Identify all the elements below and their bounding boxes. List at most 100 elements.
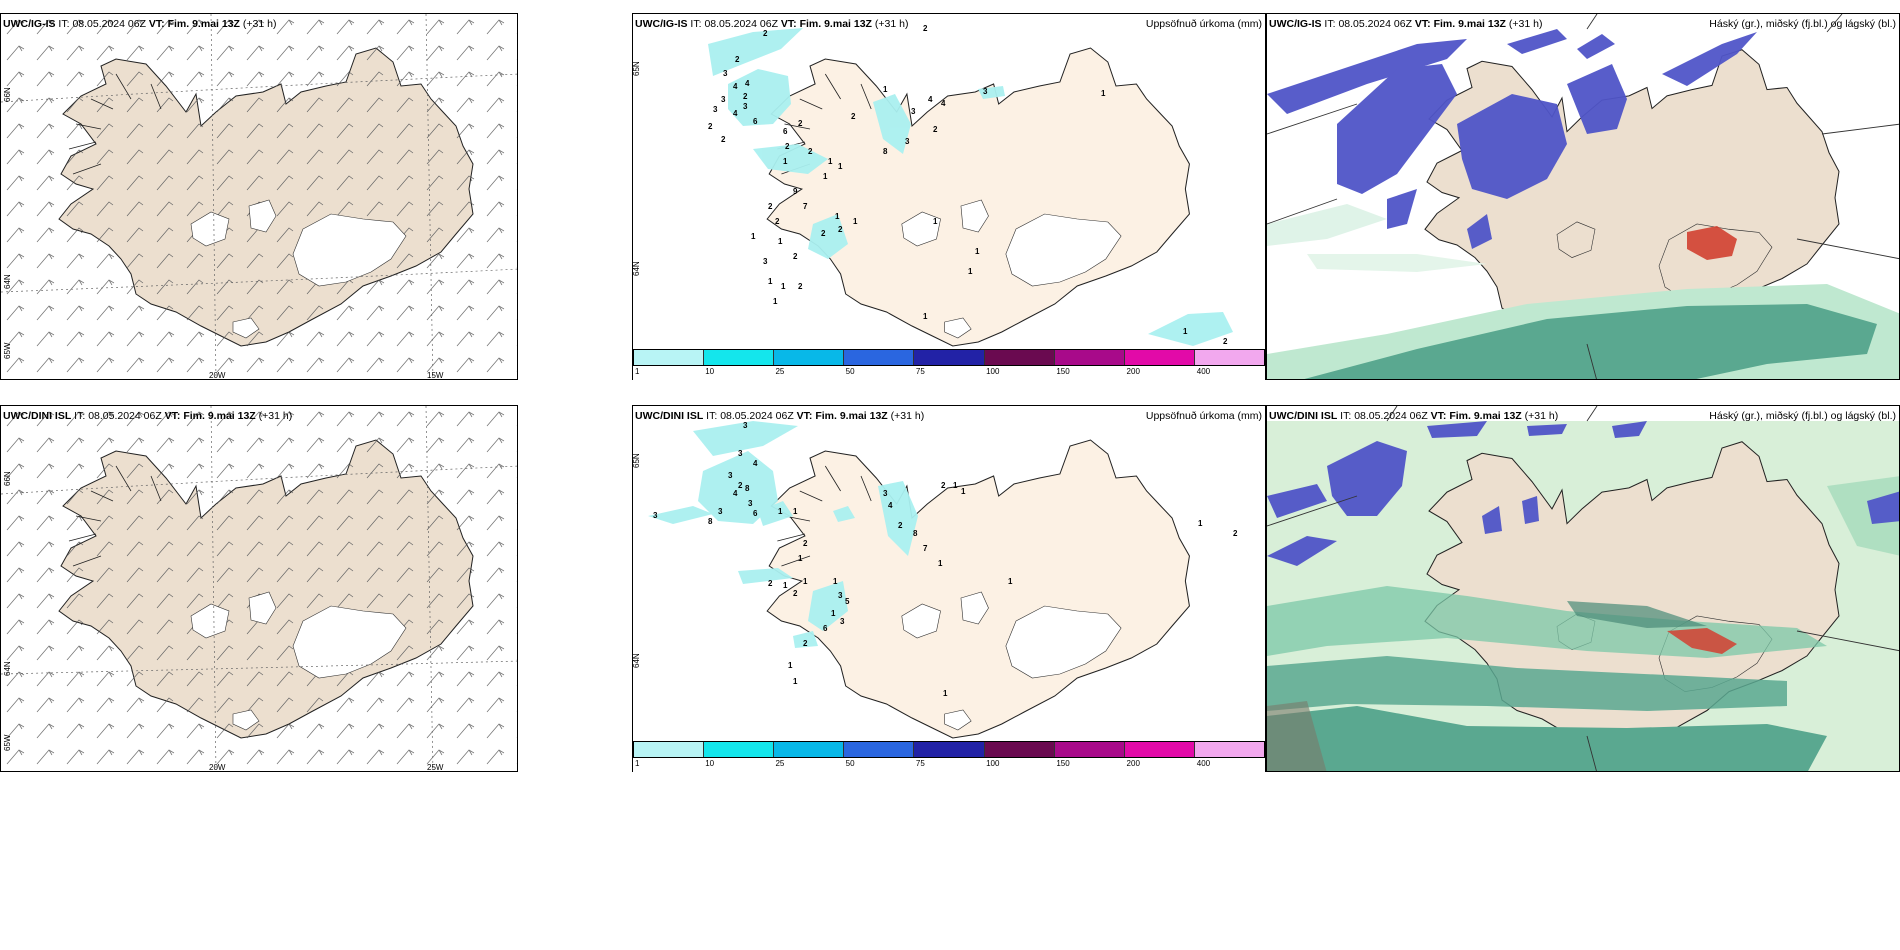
lat-label: 64N <box>3 274 12 289</box>
precip-panel-1: UWC/IG-IS IT: 08.05.2024 06Z VT: Fim. 9.… <box>632 13 1266 380</box>
lead-time: (+31 h) <box>242 18 277 30</box>
cloud-map-2 <box>1267 406 1899 771</box>
precip-value-label: 8 <box>883 147 888 156</box>
iceland-land <box>766 47 1190 347</box>
vt-value: Fim. 9.mai 13Z <box>815 410 888 422</box>
precip-value-label: 5 <box>845 597 850 606</box>
vt-label: VT: <box>164 410 181 422</box>
precip-value-label: 4 <box>753 459 758 468</box>
precip-value-label: 2 <box>923 24 928 33</box>
colorbar-tick: 50 <box>845 367 855 376</box>
colorbar-swatch <box>984 350 1055 365</box>
precip-value-label: 7 <box>923 544 928 553</box>
precip-value-label: 2 <box>808 147 813 156</box>
precip-value-label: 1 <box>793 507 798 516</box>
it-label: IT: <box>58 18 70 30</box>
cloud-title: Háský (gr.), miðský (fj.bl.) og lágský (… <box>1709 18 1896 30</box>
precip-value-label: 7 <box>803 202 808 211</box>
lat-label: 65W <box>3 342 12 359</box>
precip-value-label: 6 <box>753 509 758 518</box>
boundary-lines <box>1267 14 1899 379</box>
precip-value-label: 3 <box>738 449 743 458</box>
vt-value: Fim. 9.mai 13Z <box>799 18 872 30</box>
colorbar-swatch <box>1054 742 1125 757</box>
colorbar-swatch <box>1054 350 1125 365</box>
colorbar-swatch <box>914 350 985 365</box>
precip-value-label: 3 <box>718 507 723 516</box>
precip-value-label: 1 <box>783 581 788 590</box>
it-label: IT: <box>74 410 86 422</box>
precip-value-label: 4 <box>733 489 738 498</box>
precip-value-label: 1 <box>831 609 836 618</box>
graticule <box>1 14 517 379</box>
high-clouds <box>1267 29 1757 249</box>
lat-label: 66N <box>3 471 12 486</box>
precip-value-label: 1 <box>781 282 786 291</box>
precip-value-label: 1 <box>768 277 773 286</box>
colorbar-tick: 25 <box>775 367 785 376</box>
model-name: UWC/IG-IS <box>635 18 688 30</box>
colorbar-swatch <box>1124 350 1195 365</box>
precip-value-label: 8 <box>913 529 918 538</box>
precip-panel-2-header: UWC/DINI ISL IT: 08.05.2024 06Z VT: Fim.… <box>635 410 924 422</box>
vt-value: Fim. 9.mai 13Z <box>1433 18 1506 30</box>
precip-value-label: 1 <box>933 217 938 226</box>
colorbar-tick: 10 <box>705 367 715 376</box>
precip-value-label: 4 <box>733 109 738 118</box>
precip-value-label: 2 <box>851 112 856 121</box>
cloud-panel-1-header: UWC/IG-IS IT: 08.05.2024 06Z VT: Fim. 9.… <box>1269 18 1542 30</box>
precip-value-label: 3 <box>905 137 910 146</box>
precip-colorbar-2: 1 10 25 50 75 100 150 200 400 <box>633 741 1265 771</box>
precip-value-label: 2 <box>708 122 713 131</box>
precip-value-label: 1 <box>778 237 783 246</box>
precip-value-label: 3 <box>713 105 718 114</box>
lon-label: 15W <box>427 371 444 380</box>
it-value: 08.05.2024 06Z <box>72 18 146 30</box>
precip-value-label: 1 <box>1101 89 1106 98</box>
colorbar-tick: 50 <box>845 759 855 768</box>
colorbar-swatch <box>634 742 705 757</box>
vt-label: VT: <box>780 18 797 30</box>
red-cloud-area <box>1687 226 1737 260</box>
lat-label: 65N <box>632 453 641 468</box>
colorbar-tick: 150 <box>1056 367 1070 376</box>
precip-value-label: 1 <box>793 677 798 686</box>
precip-value-label: 3 <box>653 511 658 520</box>
precip-value-label: 2 <box>793 252 798 261</box>
precip-value-label: 2 <box>768 202 773 211</box>
it-value: 08.05.2024 06Z <box>88 410 162 422</box>
wind-panel-1-header: UWC/IG-IS IT: 08.05.2024 06Z VT: Fim. 9.… <box>3 18 276 30</box>
precip-value-label: 3 <box>721 95 726 104</box>
precip-value-label: 1 <box>833 577 838 586</box>
vt-label: VT: <box>148 18 165 30</box>
precip-colorbar-1: 1 10 25 50 75 100 150 200 400 <box>633 349 1265 379</box>
colorbar-tick: 75 <box>915 367 925 376</box>
lead-time: (+31 h) <box>1524 410 1559 422</box>
it-label: IT: <box>690 18 702 30</box>
vt-value: Fim. 9.mai 13Z <box>183 410 256 422</box>
vt-value: Fim. 9.mai 13Z <box>167 18 240 30</box>
high-clouds <box>1267 421 1899 566</box>
precip-value-label: 1 <box>961 487 966 496</box>
precip-value-label: 1 <box>1198 519 1203 528</box>
lead-time: (+31 h) <box>874 18 909 30</box>
precip-value-label: 2 <box>738 481 743 490</box>
colorbar-tick: 75 <box>915 759 925 768</box>
colorbar-tick: 10 <box>705 759 715 768</box>
precip-panel-2: UWC/DINI ISL IT: 08.05.2024 06Z VT: Fim.… <box>632 405 1266 772</box>
precip-value-label: 2 <box>763 29 768 38</box>
precip-value-label: 1 <box>883 85 888 94</box>
precip-value-label: 1 <box>823 172 828 181</box>
precip-value-label: 1 <box>938 559 943 568</box>
precip-value-label: 1 <box>953 481 958 490</box>
cloud-panel-1: UWC/IG-IS IT: 08.05.2024 06Z VT: Fim. 9.… <box>1266 13 1900 380</box>
colorbar-swatch <box>914 742 985 757</box>
precip-areas <box>648 421 918 648</box>
lat-label: 65N <box>632 61 641 76</box>
precip-value-label: 2 <box>1233 529 1238 538</box>
precip-value-label: 3 <box>838 591 843 600</box>
precip-title: Uppsöfnuð úrkoma (mm) <box>1145 18 1262 30</box>
precip-value-label: 1 <box>783 157 788 166</box>
